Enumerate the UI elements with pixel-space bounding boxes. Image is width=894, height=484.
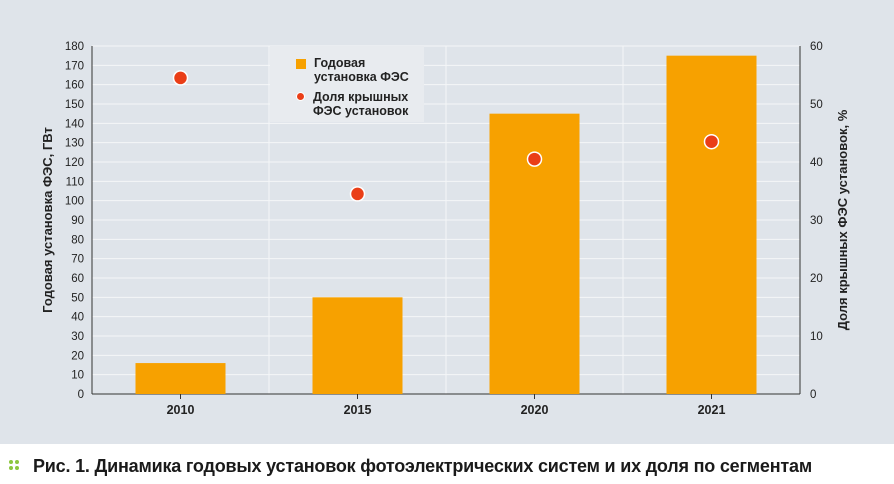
legend-bar-label: Годовая установка ФЭС (314, 56, 424, 84)
left-tick-label-8: 80 (71, 234, 84, 246)
caption-bullet-icon (9, 459, 23, 473)
right-tick-label-1: 10 (810, 331, 823, 343)
legend-dot-label-line2: ФЭС установок (313, 104, 409, 118)
left-tick-label-5: 50 (71, 292, 84, 304)
point-2021 (703, 133, 720, 150)
right-tick-label-6: 60 (810, 41, 823, 53)
legend-bar-swatch (296, 59, 306, 69)
left-tick-label-11: 110 (66, 176, 84, 188)
x-tick-label-1: 2015 (344, 403, 372, 417)
left-tick-label-16: 160 (65, 80, 84, 92)
right-axis-title: Доля крышных ФЭС установок, % (835, 109, 850, 330)
left-tick-label-0: 0 (78, 389, 84, 401)
left-tick-label-12: 120 (65, 157, 84, 169)
legend-bar-label-line2: установка ФЭС (314, 70, 409, 84)
left-tick-label-2: 20 (71, 350, 84, 362)
right-tick-label-2: 20 (810, 273, 823, 285)
x-tick-label-3: 2021 (698, 403, 726, 417)
left-axis-title: Годовая установка ФЭС, ГВт (40, 127, 55, 313)
right-tick-label-3: 30 (810, 215, 823, 227)
right-tick-label-0: 0 (810, 389, 816, 401)
left-tick-label-1: 10 (71, 370, 84, 382)
right-tick-label-5: 50 (810, 99, 823, 111)
x-tick-label-2: 2020 (521, 403, 549, 417)
legend-item-dots: Доля крышных ФЭС установок (270, 90, 423, 118)
bar-2021 (666, 55, 757, 395)
legend-dot-swatch (296, 92, 305, 101)
x-tick-label-0: 2010 (167, 403, 195, 417)
figure-caption: Рис. 1. Динамика годовых установок фотоэ… (0, 452, 894, 480)
point-2010 (172, 70, 189, 86)
left-tick-label-10: 100 (65, 196, 84, 208)
left-tick-label-17: 170 (65, 60, 84, 72)
left-tick-label-18: 180 (65, 41, 84, 53)
left-tick-label-6: 60 (71, 273, 84, 285)
left-tick-label-14: 140 (65, 118, 84, 130)
legend-bar-label-line1: Годовая (314, 56, 366, 70)
legend-dot-label: Доля крышных ФЭС установок (313, 90, 423, 118)
point-2015 (349, 186, 366, 202)
legend-dot-label-line1: Доля крышных (313, 90, 409, 104)
left-tick-label-4: 40 (71, 312, 84, 324)
point-2020 (526, 151, 543, 167)
right-tick-label-4: 40 (810, 157, 823, 169)
left-tick-label-3: 30 (71, 331, 84, 343)
left-tick-label-15: 150 (65, 99, 84, 111)
legend: Годовая установка ФЭС Доля крышных ФЭС у… (270, 46, 424, 122)
bar-2015 (312, 297, 403, 394)
left-tick-label-13: 130 (65, 138, 84, 150)
left-tick-label-7: 70 (71, 254, 84, 266)
legend-item-bars: Годовая установка ФЭС (270, 56, 424, 84)
caption-text: Рис. 1. Динамика годовых установок фотоэ… (33, 455, 812, 476)
bar-2010 (135, 363, 226, 394)
chart: 0102030405060708090100110120130140150160… (40, 41, 850, 417)
left-tick-label-9: 90 (71, 215, 84, 227)
